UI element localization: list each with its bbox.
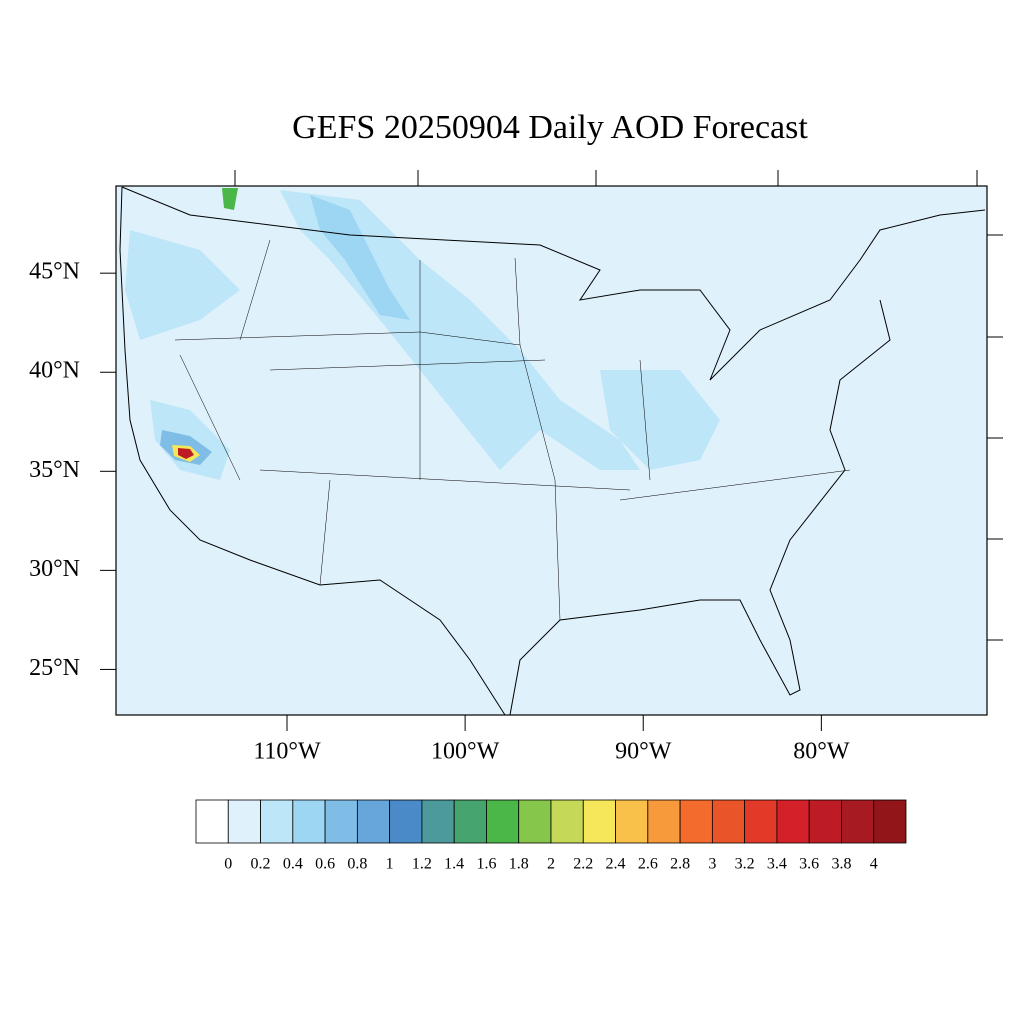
- us-outline: [119, 186, 986, 716]
- colorbar-label: 3: [708, 856, 716, 873]
- colorbar-box: [647, 799, 681, 844]
- y-tick-label: 40°N: [29, 358, 80, 384]
- colorbar-box: [582, 799, 616, 844]
- colorbar-box: [550, 799, 584, 844]
- map-title: GEFS 20250904 Daily AOD Forecast: [292, 109, 808, 146]
- y-tick-label: 45°N: [29, 259, 80, 285]
- plume: [600, 370, 720, 470]
- colorbar-label: 1.2: [412, 856, 432, 873]
- colorbar-box: [744, 799, 778, 844]
- colorbar-box: [873, 799, 907, 844]
- x-tick-label: 110°W: [253, 739, 321, 765]
- colorbar-box: [195, 799, 229, 844]
- colorbar-label: 0.4: [283, 856, 303, 873]
- colorbar-label: 3.8: [831, 856, 851, 873]
- colorbar-label: 2: [547, 856, 555, 873]
- colorbar-label: 0.2: [251, 856, 271, 873]
- colorbar-box: [421, 799, 455, 844]
- colorbar-label: 3.4: [767, 856, 787, 873]
- colorbar-box: [356, 799, 391, 844]
- map-panel: [115, 185, 988, 716]
- colorbar-box: [711, 799, 746, 844]
- colorbar-label: 0.6: [315, 856, 335, 873]
- colorbar-label: 2.6: [638, 856, 658, 873]
- colorbar-box: [808, 799, 842, 844]
- colorbar-label: 1.8: [509, 856, 529, 873]
- x-tick-label: 100°W: [431, 739, 500, 765]
- y-tick-label: 25°N: [29, 655, 80, 681]
- colorbar-label: 3.2: [735, 856, 755, 873]
- colorbar-label: 1.4: [444, 856, 464, 873]
- colorbar-label: 0.8: [347, 856, 367, 873]
- colorbar-box: [518, 799, 552, 844]
- colorbar-label: 3.6: [799, 856, 819, 873]
- colorbar-label: 2.4: [606, 856, 626, 873]
- x-tick-label: 80°W: [793, 739, 850, 765]
- colorbar-box: [227, 799, 261, 844]
- colorbar-label: 1.6: [476, 856, 496, 873]
- plume: [222, 188, 238, 210]
- plume: [125, 230, 240, 340]
- colorbar-box: [486, 799, 520, 844]
- colorbar-box: [776, 799, 810, 844]
- state-borders: [174, 239, 851, 621]
- y-tick-label: 35°N: [29, 457, 80, 483]
- colorbar-box: [260, 799, 294, 844]
- colorbar-box: [841, 799, 875, 844]
- colorbar-label: 2.8: [670, 856, 690, 873]
- colorbar-box: [292, 799, 326, 844]
- colorbar-label: 0: [224, 856, 232, 873]
- colorbar-label: 1: [386, 856, 394, 873]
- plume: [178, 448, 194, 459]
- graticule-ticks: [234, 170, 1003, 641]
- y-tick-label: 30°N: [29, 556, 80, 582]
- colorbar-box: [453, 799, 487, 844]
- plume: [310, 195, 410, 320]
- colorbar-box: [324, 799, 358, 844]
- x-tick-label: 90°W: [615, 739, 672, 765]
- colorbar-box: [679, 799, 713, 844]
- colorbar-box: [389, 799, 423, 844]
- colorbar-box: [615, 799, 649, 844]
- map-frame: [115, 185, 988, 716]
- map-background: [116, 186, 987, 715]
- colorbar-label: 4: [870, 856, 878, 873]
- colorbar-label: 2.2: [573, 856, 593, 873]
